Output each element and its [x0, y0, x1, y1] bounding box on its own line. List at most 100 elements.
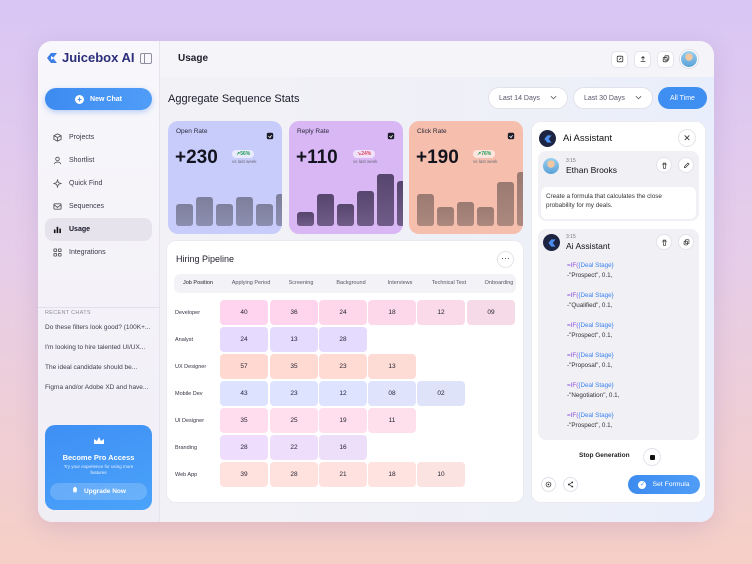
upgrade-label: Upgrade Now	[84, 487, 126, 495]
sidebar-item-integrations[interactable]: Integrations	[45, 241, 152, 264]
check-icon: ✓	[638, 480, 647, 489]
table-cell[interactable]: 09	[467, 300, 515, 325]
table-cell[interactable]: 35	[220, 408, 268, 433]
pro-subtitle: Try your experience for using more featu…	[63, 464, 134, 475]
sidebar-item-sequences[interactable]: Sequences	[45, 195, 152, 218]
table-cell[interactable]: 13	[270, 327, 318, 352]
recent-chat-item[interactable]: Do these filters look good? (100K+...	[45, 324, 151, 331]
target-icon[interactable]	[541, 477, 556, 492]
table-cell[interactable]: 57	[220, 354, 268, 379]
sidebar-item-projects[interactable]: Projects	[45, 126, 152, 149]
recent-chat-item[interactable]: Figma and/or Adobe XD and have...	[45, 384, 149, 391]
date-filters: Last 14 Days Last 30 Days All Time	[488, 87, 707, 109]
sidebar-divider	[38, 307, 160, 308]
filter-all-time[interactable]: All Time	[658, 87, 707, 109]
copy-icon[interactable]	[657, 50, 674, 68]
column-header[interactable]: Interviews	[387, 280, 413, 286]
recent-chat-item[interactable]: The ideal candidate should be...	[45, 364, 138, 371]
formula-value: -"Prospect", 0.1,	[567, 422, 613, 430]
stop-generation-button[interactable]	[643, 448, 661, 466]
new-chat-label: New Chat	[90, 95, 122, 103]
table-cell[interactable]: 12	[319, 381, 367, 406]
app-name: Juicebox AI	[62, 50, 135, 65]
table-cell[interactable]: 35	[270, 354, 318, 379]
table-cell[interactable]: 08	[368, 381, 416, 406]
edit-icon[interactable]	[678, 157, 694, 173]
column-header[interactable]: Screening	[288, 280, 314, 286]
set-formula-button[interactable]: ✓ Set Formula	[628, 475, 700, 494]
share-icon[interactable]	[563, 477, 578, 492]
table-cell[interactable]: 10	[417, 462, 465, 487]
table-cell[interactable]: 24	[220, 327, 268, 352]
formula-function: =IF(	[567, 352, 579, 359]
formula-line: =IF({Deal Stage} -"Prospect", 0.1,	[567, 261, 614, 281]
column-header[interactable]: Technical Test	[431, 280, 467, 286]
sidebar-item-quick-find[interactable]: Quick Find	[45, 172, 152, 195]
table-cell[interactable]: 22	[270, 435, 318, 460]
row-label: UX Designer	[175, 364, 207, 370]
change-note: vs last week	[353, 159, 378, 164]
table-cell[interactable]: 02	[417, 381, 465, 406]
formula-line: =IF({Deal Stage} -"Prospect", 0.1,	[567, 411, 614, 431]
sidebar-item-label: Sequences	[69, 203, 105, 210]
stop-generation-label: Stop Generation	[579, 452, 630, 459]
table-cell[interactable]: 16	[319, 435, 367, 460]
table-cell[interactable]: 23	[319, 354, 367, 379]
user-avatar[interactable]	[680, 50, 698, 68]
sidebar-item-usage[interactable]: Usage	[45, 218, 152, 241]
recent-chat-item[interactable]: I'm looking to hire talented UI/UX...	[45, 344, 146, 351]
more-options-icon[interactable]: ···	[497, 251, 514, 268]
expand-icon[interactable]	[611, 50, 628, 68]
table-cell[interactable]: 13	[368, 354, 416, 379]
column-header[interactable]: Background	[336, 280, 366, 286]
juicebox-logo-icon	[47, 52, 57, 63]
row-label: Analyst	[175, 337, 194, 343]
table-cell[interactable]: 18	[368, 300, 416, 325]
table-cell[interactable]: 12	[417, 300, 465, 325]
table-cell[interactable]: 36	[270, 300, 318, 325]
delete-icon[interactable]	[656, 157, 672, 173]
row-label: Branding	[175, 445, 198, 451]
copy-icon[interactable]	[678, 234, 694, 250]
trend-up-icon: ↗	[236, 151, 241, 157]
sidebar-toggle-icon[interactable]	[140, 53, 152, 64]
trend-up-icon: ↗	[477, 151, 482, 157]
mini-bar	[297, 211, 314, 226]
filter-last-14-days[interactable]: Last 14 Days	[488, 87, 568, 109]
column-header[interactable]: Onboarding	[484, 280, 514, 286]
page-title: Usage	[178, 53, 209, 64]
stop-icon	[649, 454, 655, 460]
table-cell[interactable]: 43	[220, 381, 268, 406]
upload-icon[interactable]	[634, 50, 651, 68]
mini-bar	[397, 181, 403, 226]
table-cell[interactable]: 40	[220, 300, 268, 325]
sidebar-item-label: Shortlist	[69, 157, 95, 164]
column-header[interactable]: Applying Period	[231, 280, 271, 286]
stat-card: Open Rate +230 ↗56% vs last week	[168, 121, 282, 234]
close-icon[interactable]: ✕	[678, 129, 696, 147]
table-cell[interactable]: 28	[270, 462, 318, 487]
mini-bar	[337, 203, 354, 226]
table-cell[interactable]: 28	[319, 327, 367, 352]
filter-last-30-days[interactable]: Last 30 Days	[573, 87, 653, 109]
new-chat-button[interactable]: + New Chat	[45, 88, 152, 110]
ai-avatar-icon	[539, 130, 556, 147]
table-cell[interactable]: 19	[319, 408, 367, 433]
upgrade-now-button[interactable]: Upgrade Now	[50, 482, 147, 500]
sidebar-item-shortlist[interactable]: Shortlist	[45, 149, 152, 172]
sidebar-item-label: Integrations	[69, 249, 106, 256]
column-header[interactable]: Job Position	[183, 280, 213, 286]
table-cell[interactable]: 18	[368, 462, 416, 487]
mini-bar	[196, 197, 213, 226]
table-cell[interactable]: 21	[319, 462, 367, 487]
formula-function: =IF(	[567, 382, 579, 389]
table-cell[interactable]: 25	[270, 408, 318, 433]
assistant-header: Ai Assistant	[539, 130, 612, 147]
table-cell[interactable]: 39	[220, 462, 268, 487]
table-cell[interactable]: 23	[270, 381, 318, 406]
pro-title: Become Pro Access	[62, 453, 135, 462]
table-cell[interactable]: 24	[319, 300, 367, 325]
table-cell[interactable]: 28	[220, 435, 268, 460]
table-cell[interactable]: 11	[368, 408, 416, 433]
delete-icon[interactable]	[656, 234, 672, 250]
